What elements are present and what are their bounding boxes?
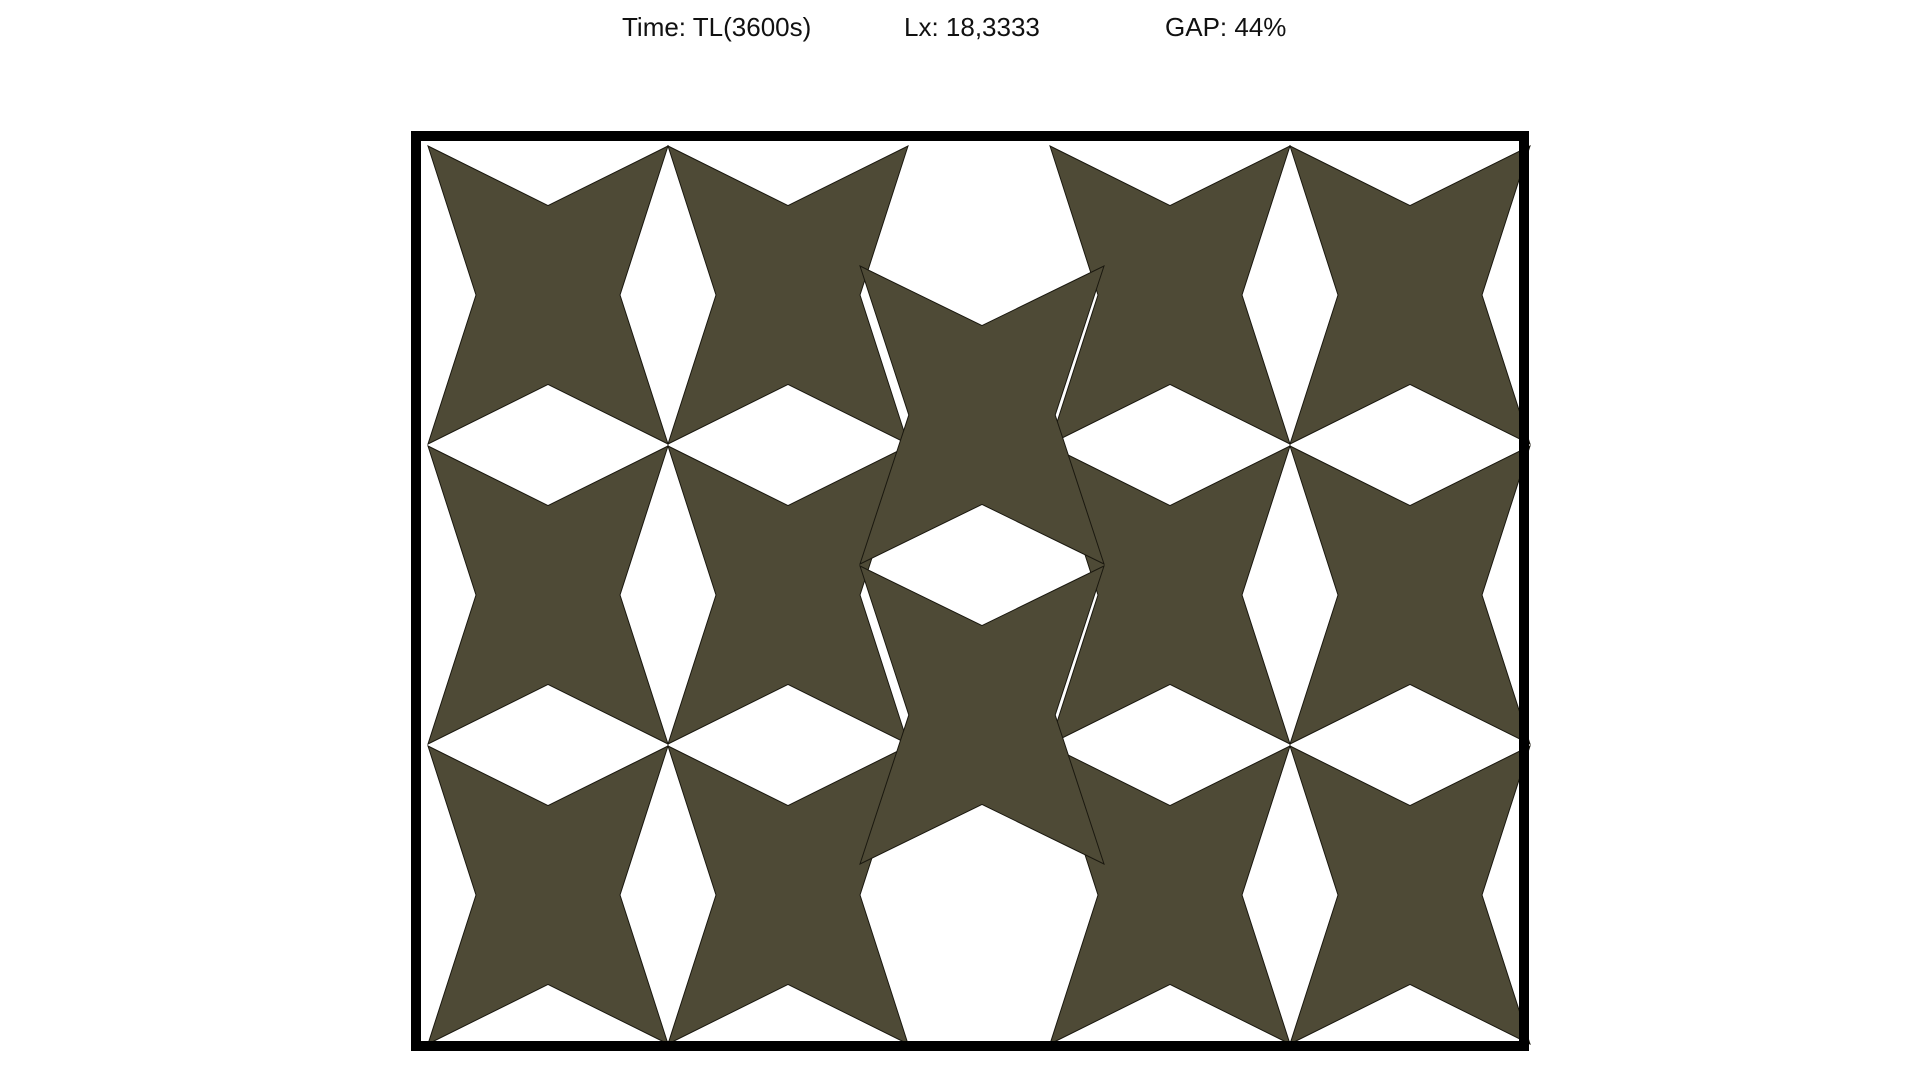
star-piece (1049, 745, 1291, 1045)
star-piece (1289, 145, 1531, 445)
time-limit-label: Time: TL(3600s) (622, 12, 812, 42)
pieces-layer (427, 145, 1531, 1045)
star-piece (427, 145, 669, 445)
lx-value-label: Lx: 18,3333 (904, 12, 1040, 42)
gap-value-label: GAP: 44% (1165, 12, 1287, 42)
star-piece (427, 445, 669, 745)
star-piece (1289, 745, 1531, 1045)
star-piece (1289, 445, 1531, 745)
star-piece (427, 745, 669, 1045)
star-piece (859, 565, 1105, 865)
container-border (411, 131, 1529, 1051)
star-piece (859, 265, 1105, 565)
star-piece (667, 745, 909, 1045)
